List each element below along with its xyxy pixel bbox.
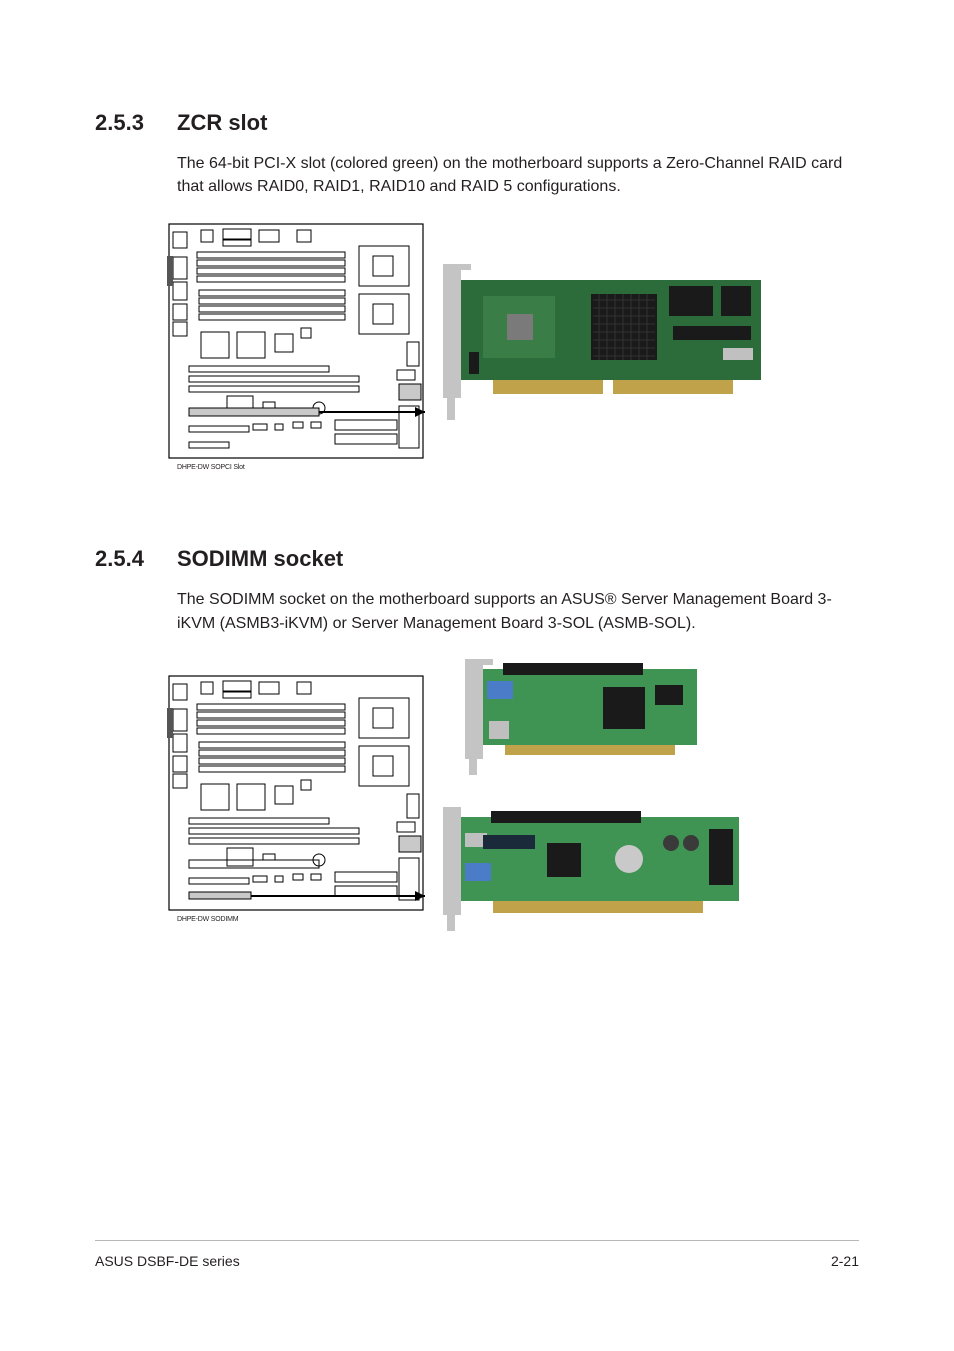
figure-row-sodimm: DHPE-DW SODIMM xyxy=(95,659,859,933)
zcr-slot-highlight xyxy=(189,408,319,416)
motherboard-diagram-sodimm: DHPE-DW SODIMM xyxy=(167,674,425,918)
section-title: ZCR slot xyxy=(177,110,267,136)
diagram-label: DHPE-DW SODIMM xyxy=(177,916,238,923)
sodimm-slot-highlight xyxy=(189,892,251,899)
section-body: The SODIMM socket on the motherboard sup… xyxy=(95,588,859,634)
section-header: 2.5.4 SODIMM socket xyxy=(95,546,859,572)
section-title: SODIMM socket xyxy=(177,546,343,572)
section-header: 2.5.3 ZCR slot xyxy=(95,110,859,136)
asmb-ikvm-card xyxy=(443,803,743,933)
section-body: The 64-bit PCI-X slot (colored green) on… xyxy=(95,152,859,198)
footer-left: ASUS DSBF-DE series xyxy=(95,1253,240,1269)
section-number: 2.5.4 xyxy=(95,546,159,572)
footer-right: 2-21 xyxy=(831,1253,859,1269)
section-number: 2.5.3 xyxy=(95,110,159,136)
motherboard-diagram-zcr: DHPE-DW SOPCI Slot xyxy=(167,222,425,466)
diagram-label: DHPE-DW SOPCI Slot xyxy=(177,464,245,471)
section-zcr: 2.5.3 ZCR slot The 64-bit PCI-X slot (co… xyxy=(95,110,859,466)
asmb-sol-card xyxy=(443,659,743,779)
figure-row-zcr: DHPE-DW SOPCI Slot xyxy=(95,222,859,466)
page-footer: ASUS DSBF-DE series 2-21 xyxy=(95,1253,859,1269)
footer-divider xyxy=(95,1240,859,1241)
asmb-card-stack xyxy=(443,659,743,933)
zcr-card xyxy=(443,264,763,424)
section-sodimm: 2.5.4 SODIMM socket The SODIMM socket on… xyxy=(95,546,859,932)
